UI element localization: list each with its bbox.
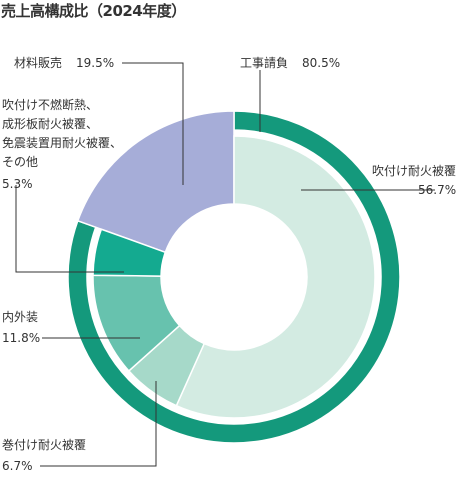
value-material-sales: 19.5% — [76, 56, 115, 70]
leader-material-sales — [122, 62, 184, 185]
leader-wrap-fireproofing — [40, 381, 157, 467]
label-other-line1: 吹付け不燃断熱、 — [2, 98, 99, 112]
label-spray-fireproofing: 吹付け耐火被覆 — [372, 164, 457, 178]
value-spray-fireproofing: 56.7% — [418, 183, 457, 197]
value-interior-exterior: 11.8% — [2, 331, 41, 345]
value-construction: 80.5% — [302, 56, 341, 70]
outer-slice-construction — [67, 110, 401, 444]
inner-slice-spray-fireproofing — [175, 135, 376, 419]
label-wrap-fireproofing: 巻付け耐火被覆 — [2, 438, 87, 452]
label-other-line4: その他 — [2, 155, 39, 169]
label-material-sales: 材料販売 — [14, 56, 63, 70]
outer-slice-material-sales — [76, 110, 235, 254]
chart-title: 売上高構成比（2024年度） — [1, 2, 186, 20]
label-construction: 工事請負 — [240, 56, 289, 70]
label-interior-exterior: 内外装 — [2, 310, 39, 324]
label-other-line2: 成形板耐火被覆、 — [2, 117, 99, 131]
leader-other — [15, 185, 124, 273]
inner-slice-other — [92, 228, 167, 277]
value-other: 5.3% — [2, 177, 33, 191]
label-other-line3: 免震装置用耐火被覆、 — [2, 136, 123, 150]
value-wrap-fireproofing: 6.7% — [2, 459, 33, 473]
